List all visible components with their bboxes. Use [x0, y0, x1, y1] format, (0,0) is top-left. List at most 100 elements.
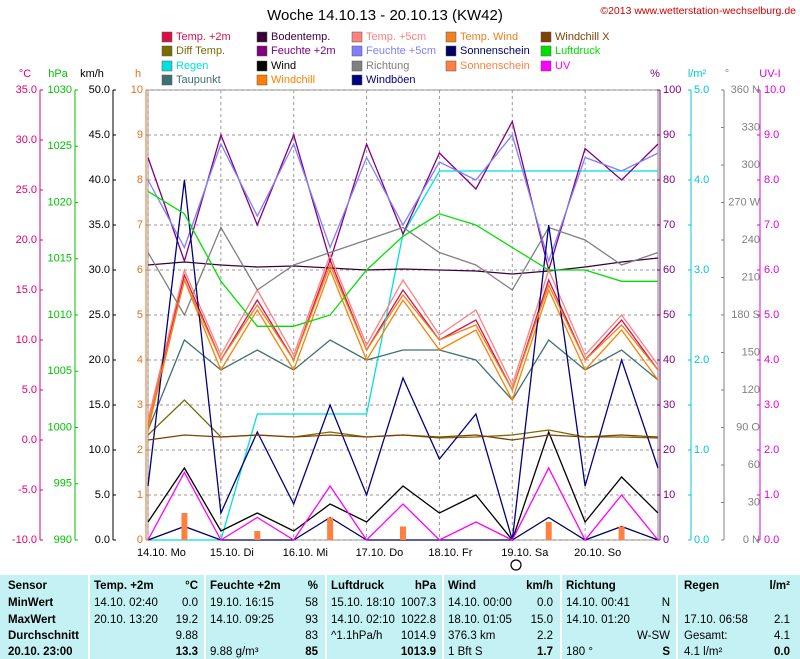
- legend-swatch: [445, 45, 457, 57]
- source: ©2013 www.wetterstation-wechselburg.de: [600, 5, 796, 17]
- y-tick-label: 15.0: [16, 284, 37, 296]
- y-tick-label: 35.0: [16, 84, 37, 96]
- y-tick-label: 10.0: [764, 84, 785, 96]
- y-tick-label: 0 N: [743, 534, 760, 546]
- series-line: [147, 434, 659, 441]
- y-tick-label: 270 W: [728, 196, 760, 208]
- axis-unit: l/m²: [688, 68, 707, 80]
- table-cell: N: [661, 597, 670, 609]
- y-tick-label: 7.0: [764, 219, 779, 231]
- y-tick-label: 1000: [48, 421, 72, 433]
- legend-label: Windchill X: [555, 31, 610, 43]
- legend-swatch: [256, 31, 268, 43]
- table-cell: 14.10. 02:10: [331, 614, 395, 626]
- legend-swatch: [351, 60, 363, 72]
- table-cell: 9.88 g/m³: [210, 646, 259, 658]
- y-tick-label: 990: [54, 534, 72, 546]
- y-tick-label: 2.0: [764, 444, 779, 456]
- x-tick-label: 17.10. Do: [356, 547, 404, 559]
- table-cell: 1014.9: [400, 630, 436, 642]
- y-tick-label: 9.0: [764, 129, 779, 141]
- legend-swatch: [540, 60, 552, 72]
- column-separator: [88, 575, 90, 659]
- series-line: [147, 179, 659, 541]
- y-tick-label: 7: [137, 219, 143, 231]
- table-cell: MaxWert: [8, 614, 56, 626]
- y-tick-label: 0.0: [95, 534, 110, 546]
- table-cell: Feuchte +2m: [210, 580, 281, 592]
- summary-table: Sensor Temp. +2m °C Feuchte +2m% Luftdruck hP…: [0, 575, 800, 659]
- y-tick-label: 995: [54, 478, 72, 490]
- y-tick-label: 4: [137, 354, 143, 366]
- series-line: [147, 430, 659, 542]
- legend-label: Feuchte +2m: [271, 45, 336, 57]
- legend-label: Temp. Wind: [460, 31, 518, 43]
- legend-label: Diff Temp.: [176, 45, 225, 57]
- y-tick-label: 0.0: [764, 534, 779, 546]
- legend-swatch: [161, 31, 173, 43]
- table-cell: %: [307, 580, 318, 592]
- y-tick-label: 5.0: [95, 489, 110, 501]
- legend-swatch: [351, 45, 363, 57]
- y-tick-label: 40.0: [89, 174, 110, 186]
- series-line: [147, 268, 659, 431]
- y-tick-label: 5.0: [764, 309, 779, 321]
- table-cell: Sensor: [8, 580, 47, 592]
- y-tick-label: 25.0: [89, 309, 110, 321]
- legend-label: Bodentemp.: [271, 31, 330, 43]
- y-tick-label: 8: [137, 174, 143, 186]
- y-tick-label: 30.0: [16, 134, 37, 146]
- y-tick-label: 45.0: [89, 129, 110, 141]
- y-tick-label: 30.0: [89, 264, 110, 276]
- legend-label: Temp. +2m: [176, 31, 231, 43]
- y-tick-label: 15.0: [89, 399, 110, 411]
- y-tick-label: 6: [137, 264, 143, 276]
- table-cell: 0.0: [774, 646, 790, 658]
- chart: Woche 14.10.13 - 20.10.13 (KW42) ©2013 w…: [12, 5, 796, 571]
- y-tick-label: 3.0: [764, 399, 779, 411]
- table-cell: S: [662, 646, 670, 658]
- series-line: [147, 338, 659, 431]
- y-tick-label: 20: [663, 444, 675, 456]
- series-bar: [327, 517, 334, 540]
- column-separator: [442, 575, 444, 659]
- legend-label: Sonnenschein: [460, 60, 530, 72]
- legend-swatch: [256, 74, 268, 86]
- table-cell: km/h: [526, 580, 553, 592]
- table-cell: 13.3: [175, 646, 198, 658]
- y-tick-label: 50: [663, 309, 675, 321]
- y-tick-label: 210: [742, 271, 760, 283]
- y-tick-label: 0: [663, 534, 669, 546]
- table-cell: 0.0: [537, 597, 553, 609]
- y-tick-label: 70: [663, 219, 675, 231]
- y-tick-label: 9: [137, 129, 143, 141]
- y-tick-label: 25.0: [16, 184, 37, 196]
- table-cell: 376.3 km: [448, 630, 496, 642]
- column-separator: [325, 575, 327, 659]
- table-cell: 17.10. 06:58: [684, 614, 748, 626]
- y-tick-label: 5: [137, 309, 143, 321]
- y-tick-label: 1030: [48, 84, 72, 96]
- table-cell: 14.10. 01:20: [566, 614, 630, 626]
- y-tick-label: 120: [742, 384, 760, 396]
- table-cell: 180 °: [566, 646, 593, 658]
- y-tick-label: 0.0: [22, 434, 37, 446]
- legend-swatch: [161, 60, 173, 72]
- table-cell: Regen: [684, 580, 720, 592]
- y-tick-label: 20.0: [16, 234, 37, 246]
- series-bar: [545, 522, 552, 540]
- table-cell: 1022.8: [400, 614, 436, 626]
- table-cell: 20.10. 23:00: [8, 646, 73, 658]
- legend-swatch: [351, 31, 363, 43]
- y-tick-label: 10.0: [16, 334, 37, 346]
- y-tick-label: 90: [663, 129, 675, 141]
- y-tick-label: 1.0: [764, 489, 779, 501]
- series-line: [147, 257, 659, 275]
- series-bar: [181, 513, 188, 540]
- x-tick-label: 16.10. Mi: [283, 547, 328, 559]
- table-cell: Wind: [448, 580, 476, 592]
- table-cell: 0.0: [182, 597, 198, 609]
- y-tick-label: 180 S: [731, 309, 760, 321]
- series-line: [147, 226, 659, 317]
